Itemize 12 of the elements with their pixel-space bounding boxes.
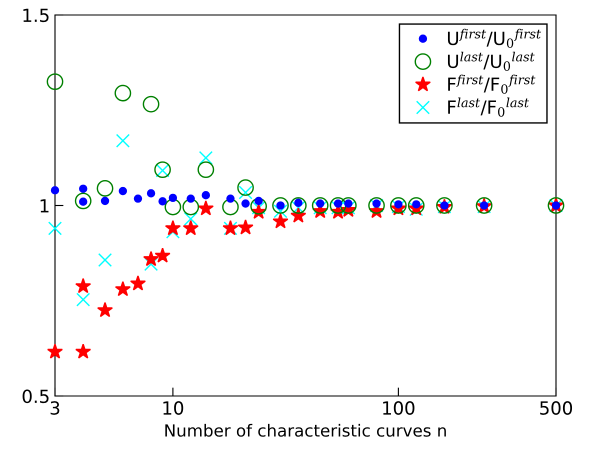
- x-tick-label: 100: [383, 401, 414, 415]
- y-tick-label: 1.5: [23, 8, 49, 22]
- x-tick-label: 10: [163, 401, 184, 415]
- x-axis-title: Number of characteristic curves n: [165, 424, 446, 437]
- y-tick-label: 0.5: [22, 389, 49, 404]
- legend-label: F$^{first}$/F$_{0}$$^{first}$: [448, 74, 536, 94]
- legend-label: F$^{last}$/F$_{0}$$^{last}$: [448, 98, 530, 117]
- y-tick-label: 1: [40, 199, 48, 212]
- x-tick-label: 500: [540, 401, 572, 415]
- legend-label: U$^{first}$/U$_{0}$$^{first}$: [448, 28, 542, 48]
- legend-label: U$^{last}$/U$_{0}$$^{last}$: [448, 52, 535, 71]
- x-tick-label: 3: [50, 401, 60, 415]
